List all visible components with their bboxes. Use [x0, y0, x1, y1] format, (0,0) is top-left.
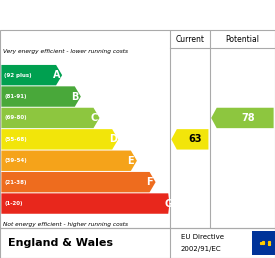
- Text: Very energy efficient - lower running costs: Very energy efficient - lower running co…: [3, 49, 128, 54]
- Polygon shape: [1, 172, 156, 192]
- Text: Current: Current: [175, 35, 204, 44]
- Text: A: A: [53, 70, 60, 80]
- Bar: [252, 231, 275, 255]
- Text: Energy Efficiency Rating: Energy Efficiency Rating: [6, 9, 189, 22]
- Text: England & Wales: England & Wales: [8, 238, 113, 248]
- Text: B: B: [72, 92, 79, 102]
- Text: EU Directive: EU Directive: [181, 234, 224, 240]
- Text: C: C: [90, 113, 97, 123]
- Text: 63: 63: [189, 134, 202, 144]
- Text: 78: 78: [241, 113, 255, 123]
- Text: F: F: [146, 177, 153, 187]
- Polygon shape: [1, 108, 100, 128]
- Text: (69-80): (69-80): [4, 115, 27, 120]
- Polygon shape: [1, 129, 118, 150]
- Text: (39-54): (39-54): [4, 158, 27, 163]
- Polygon shape: [171, 129, 208, 150]
- Text: G: G: [165, 199, 173, 208]
- Text: D: D: [109, 134, 117, 144]
- Polygon shape: [1, 150, 137, 171]
- Text: E: E: [128, 156, 134, 166]
- Polygon shape: [1, 65, 62, 85]
- Text: 2002/91/EC: 2002/91/EC: [181, 246, 222, 252]
- Text: (21-38): (21-38): [4, 180, 27, 185]
- Text: (55-68): (55-68): [4, 137, 27, 142]
- Text: (81-91): (81-91): [4, 94, 27, 99]
- Text: (92 plus): (92 plus): [4, 73, 32, 78]
- Polygon shape: [1, 193, 169, 214]
- Polygon shape: [1, 86, 81, 107]
- Text: Potential: Potential: [226, 35, 259, 44]
- Polygon shape: [211, 108, 274, 128]
- Text: Not energy efficient - higher running costs: Not energy efficient - higher running co…: [3, 222, 128, 227]
- Text: (1-20): (1-20): [4, 201, 23, 206]
